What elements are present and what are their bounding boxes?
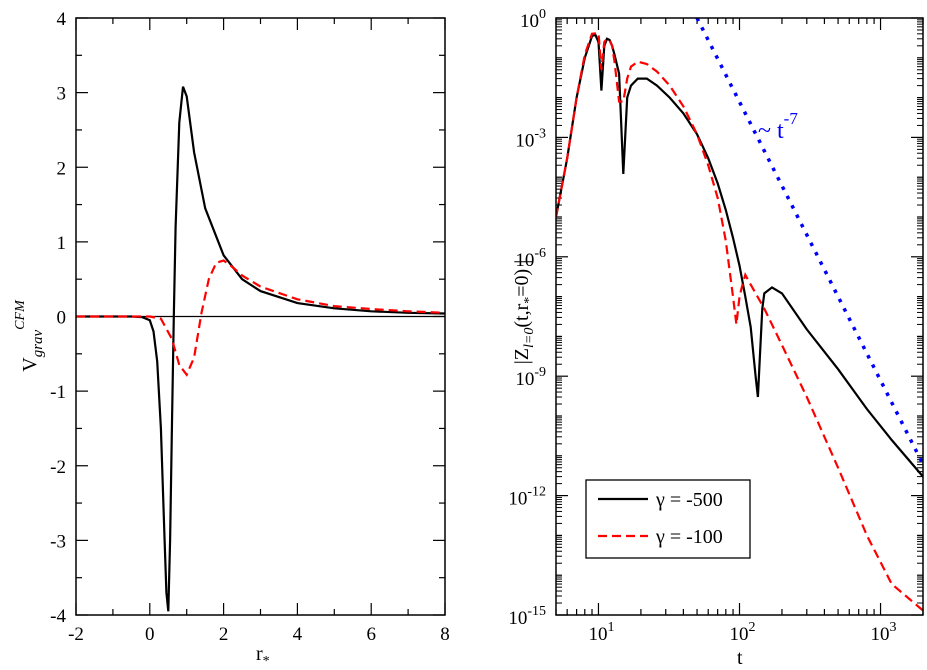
right-x-tick-label: 103 xyxy=(871,620,897,645)
left-y-tick-label: -4 xyxy=(50,606,66,627)
right-y-tick-label: 10-6 xyxy=(515,246,546,271)
left-x-axis-label: r* xyxy=(256,643,270,669)
right-ticks xyxy=(555,17,924,616)
right-series-gamma-100 xyxy=(556,31,923,612)
left-series-gamma-500 xyxy=(76,86,445,612)
left-y-tick-label: 1 xyxy=(57,233,67,254)
right-y-axis-label: |Zl=0(t,r*=0) | xyxy=(511,260,537,364)
left-y-tick-label: 2 xyxy=(57,158,67,179)
left-y-tick-label: -3 xyxy=(50,531,66,552)
right-plot-frame xyxy=(555,17,924,616)
right-x-axis-label: t xyxy=(737,647,743,669)
legend: γ = -500 γ = -100 xyxy=(585,479,751,559)
left-y-tick-label: -1 xyxy=(50,382,66,403)
right-series-power-law xyxy=(695,18,923,466)
right-y-tick-label: 10-15 xyxy=(508,604,546,629)
right-y-tick-label: 10-9 xyxy=(515,365,546,390)
right-x-tick-label: 102 xyxy=(730,620,756,645)
left-panel: -2 0 2 4 6 8 -4 -3 -2 -1 0 1 2 3 4 r* VgravCFM xyxy=(13,9,450,669)
left-plot-frame xyxy=(75,17,446,616)
legend-label-gamma-100: γ = -100 xyxy=(655,526,723,548)
right-y-tick-label: 10-12 xyxy=(508,485,546,510)
left-y-tick-label: 0 xyxy=(57,308,67,329)
left-tick-labels: -2 0 2 4 6 8 -4 -3 -2 -1 0 1 2 3 4 xyxy=(50,9,450,645)
right-panel: 101 102 103 100 10-3 10-6 10-9 10-12 10-15 t |Zl… xyxy=(508,7,924,669)
power-law-annotation: ~ t-7 xyxy=(758,109,798,144)
right-tick-labels: 101 102 103 100 10-3 10-6 10-9 10-12 10-15 xyxy=(508,7,896,645)
right-y-tick-label: 100 xyxy=(520,7,546,32)
right-series-gamma-500 xyxy=(556,33,923,478)
left-y-axis-label: VgravCFM xyxy=(13,299,46,372)
left-y-tick-label: 4 xyxy=(57,9,67,30)
legend-box xyxy=(585,479,751,559)
left-x-tick-label: 0 xyxy=(145,624,155,645)
left-y-tick-label: -2 xyxy=(50,457,66,478)
left-series-gamma-100 xyxy=(76,259,445,377)
left-x-tick-label: -2 xyxy=(68,624,84,645)
right-y-tick-label: 10-3 xyxy=(515,126,546,151)
legend-label-gamma-500: γ = -500 xyxy=(655,489,723,511)
left-x-tick-label: 4 xyxy=(293,624,303,645)
left-y-tick-label: 3 xyxy=(57,84,67,105)
right-x-tick-label: 101 xyxy=(588,620,614,645)
left-x-tick-label: 2 xyxy=(219,624,229,645)
left-x-tick-label: 8 xyxy=(440,624,450,645)
left-x-tick-label: 6 xyxy=(366,624,376,645)
